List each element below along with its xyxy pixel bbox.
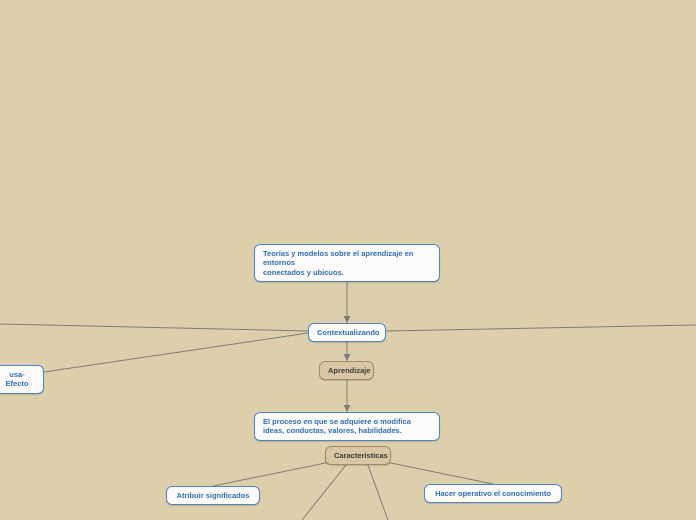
node-causa-efecto[interactable]: usa-Efecto <box>0 365 44 394</box>
node-label: usa-Efecto <box>6 370 29 388</box>
node-aprendizaje[interactable]: Aprendizaje <box>319 361 374 380</box>
node-atribuir[interactable]: Atribuir significados <box>166 486 260 505</box>
node-caracteristicas[interactable]: Características <box>325 446 391 465</box>
node-contextualizando[interactable]: Contextualizando <box>308 323 386 342</box>
node-label: Atribuir significados <box>177 491 250 500</box>
node-proceso[interactable]: El proceso en que se adquiere o modifica… <box>254 412 440 441</box>
node-label: Contextualizando <box>317 328 380 337</box>
node-label: Aprendizaje <box>328 366 371 375</box>
node-label: Teorías y modelos sobre el aprendizaje e… <box>263 249 413 277</box>
mindmap-canvas: Teorías y modelos sobre el aprendizaje e… <box>0 0 696 520</box>
node-teorias[interactable]: Teorías y modelos sobre el aprendizaje e… <box>254 244 440 282</box>
node-label: Hacer operativo el conocimiento <box>435 489 551 498</box>
node-operativo[interactable]: Hacer operativo el conocimiento <box>424 484 562 503</box>
node-label: El proceso en que se adquiere o modifica… <box>263 417 411 435</box>
node-label: Características <box>334 451 388 460</box>
